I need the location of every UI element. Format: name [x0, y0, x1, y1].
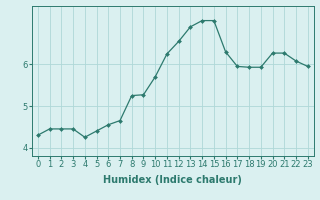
X-axis label: Humidex (Indice chaleur): Humidex (Indice chaleur): [103, 175, 242, 185]
